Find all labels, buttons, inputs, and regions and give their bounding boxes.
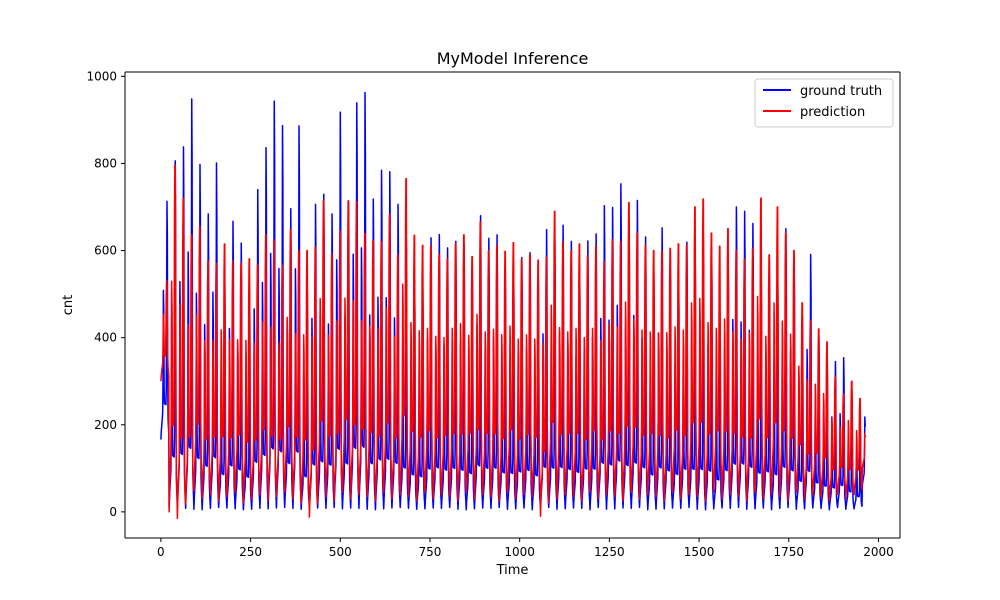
y-tick-label: 0 xyxy=(109,505,117,519)
x-tick-label: 1500 xyxy=(684,545,715,559)
legend-label-prediction: prediction xyxy=(800,105,865,120)
series-line-prediction xyxy=(160,164,866,520)
x-axis-label: Time xyxy=(496,563,529,578)
chart-title: MyModel Inference xyxy=(437,49,589,68)
x-tick-label: 500 xyxy=(329,545,352,559)
y-tick-label: 1000 xyxy=(86,69,117,83)
x-tick-label: 250 xyxy=(239,545,262,559)
x-axis-ticks: 0 250 500 750 1000 1250 1500 1750 2000 xyxy=(157,538,894,559)
legend: ground truth prediction xyxy=(754,78,894,128)
axes-spines xyxy=(124,71,901,539)
y-tick-label: 600 xyxy=(94,244,117,258)
series-layer xyxy=(160,91,866,520)
x-tick-label: 0 xyxy=(157,545,165,559)
y-axis-label: cnt xyxy=(61,295,76,315)
y-tick-label: 200 xyxy=(94,418,117,432)
y-axis-ticks: 0 200 400 600 800 1000 xyxy=(86,69,125,519)
y-tick-label: 400 xyxy=(94,331,117,345)
y-tick-label: 800 xyxy=(94,156,117,170)
x-tick-label: 2000 xyxy=(863,545,894,559)
x-tick-label: 1000 xyxy=(504,545,535,559)
x-tick-label: 1750 xyxy=(773,545,804,559)
x-tick-label: 750 xyxy=(419,545,442,559)
legend-label-ground-truth: ground truth xyxy=(800,84,882,99)
x-tick-label: 1250 xyxy=(594,545,625,559)
